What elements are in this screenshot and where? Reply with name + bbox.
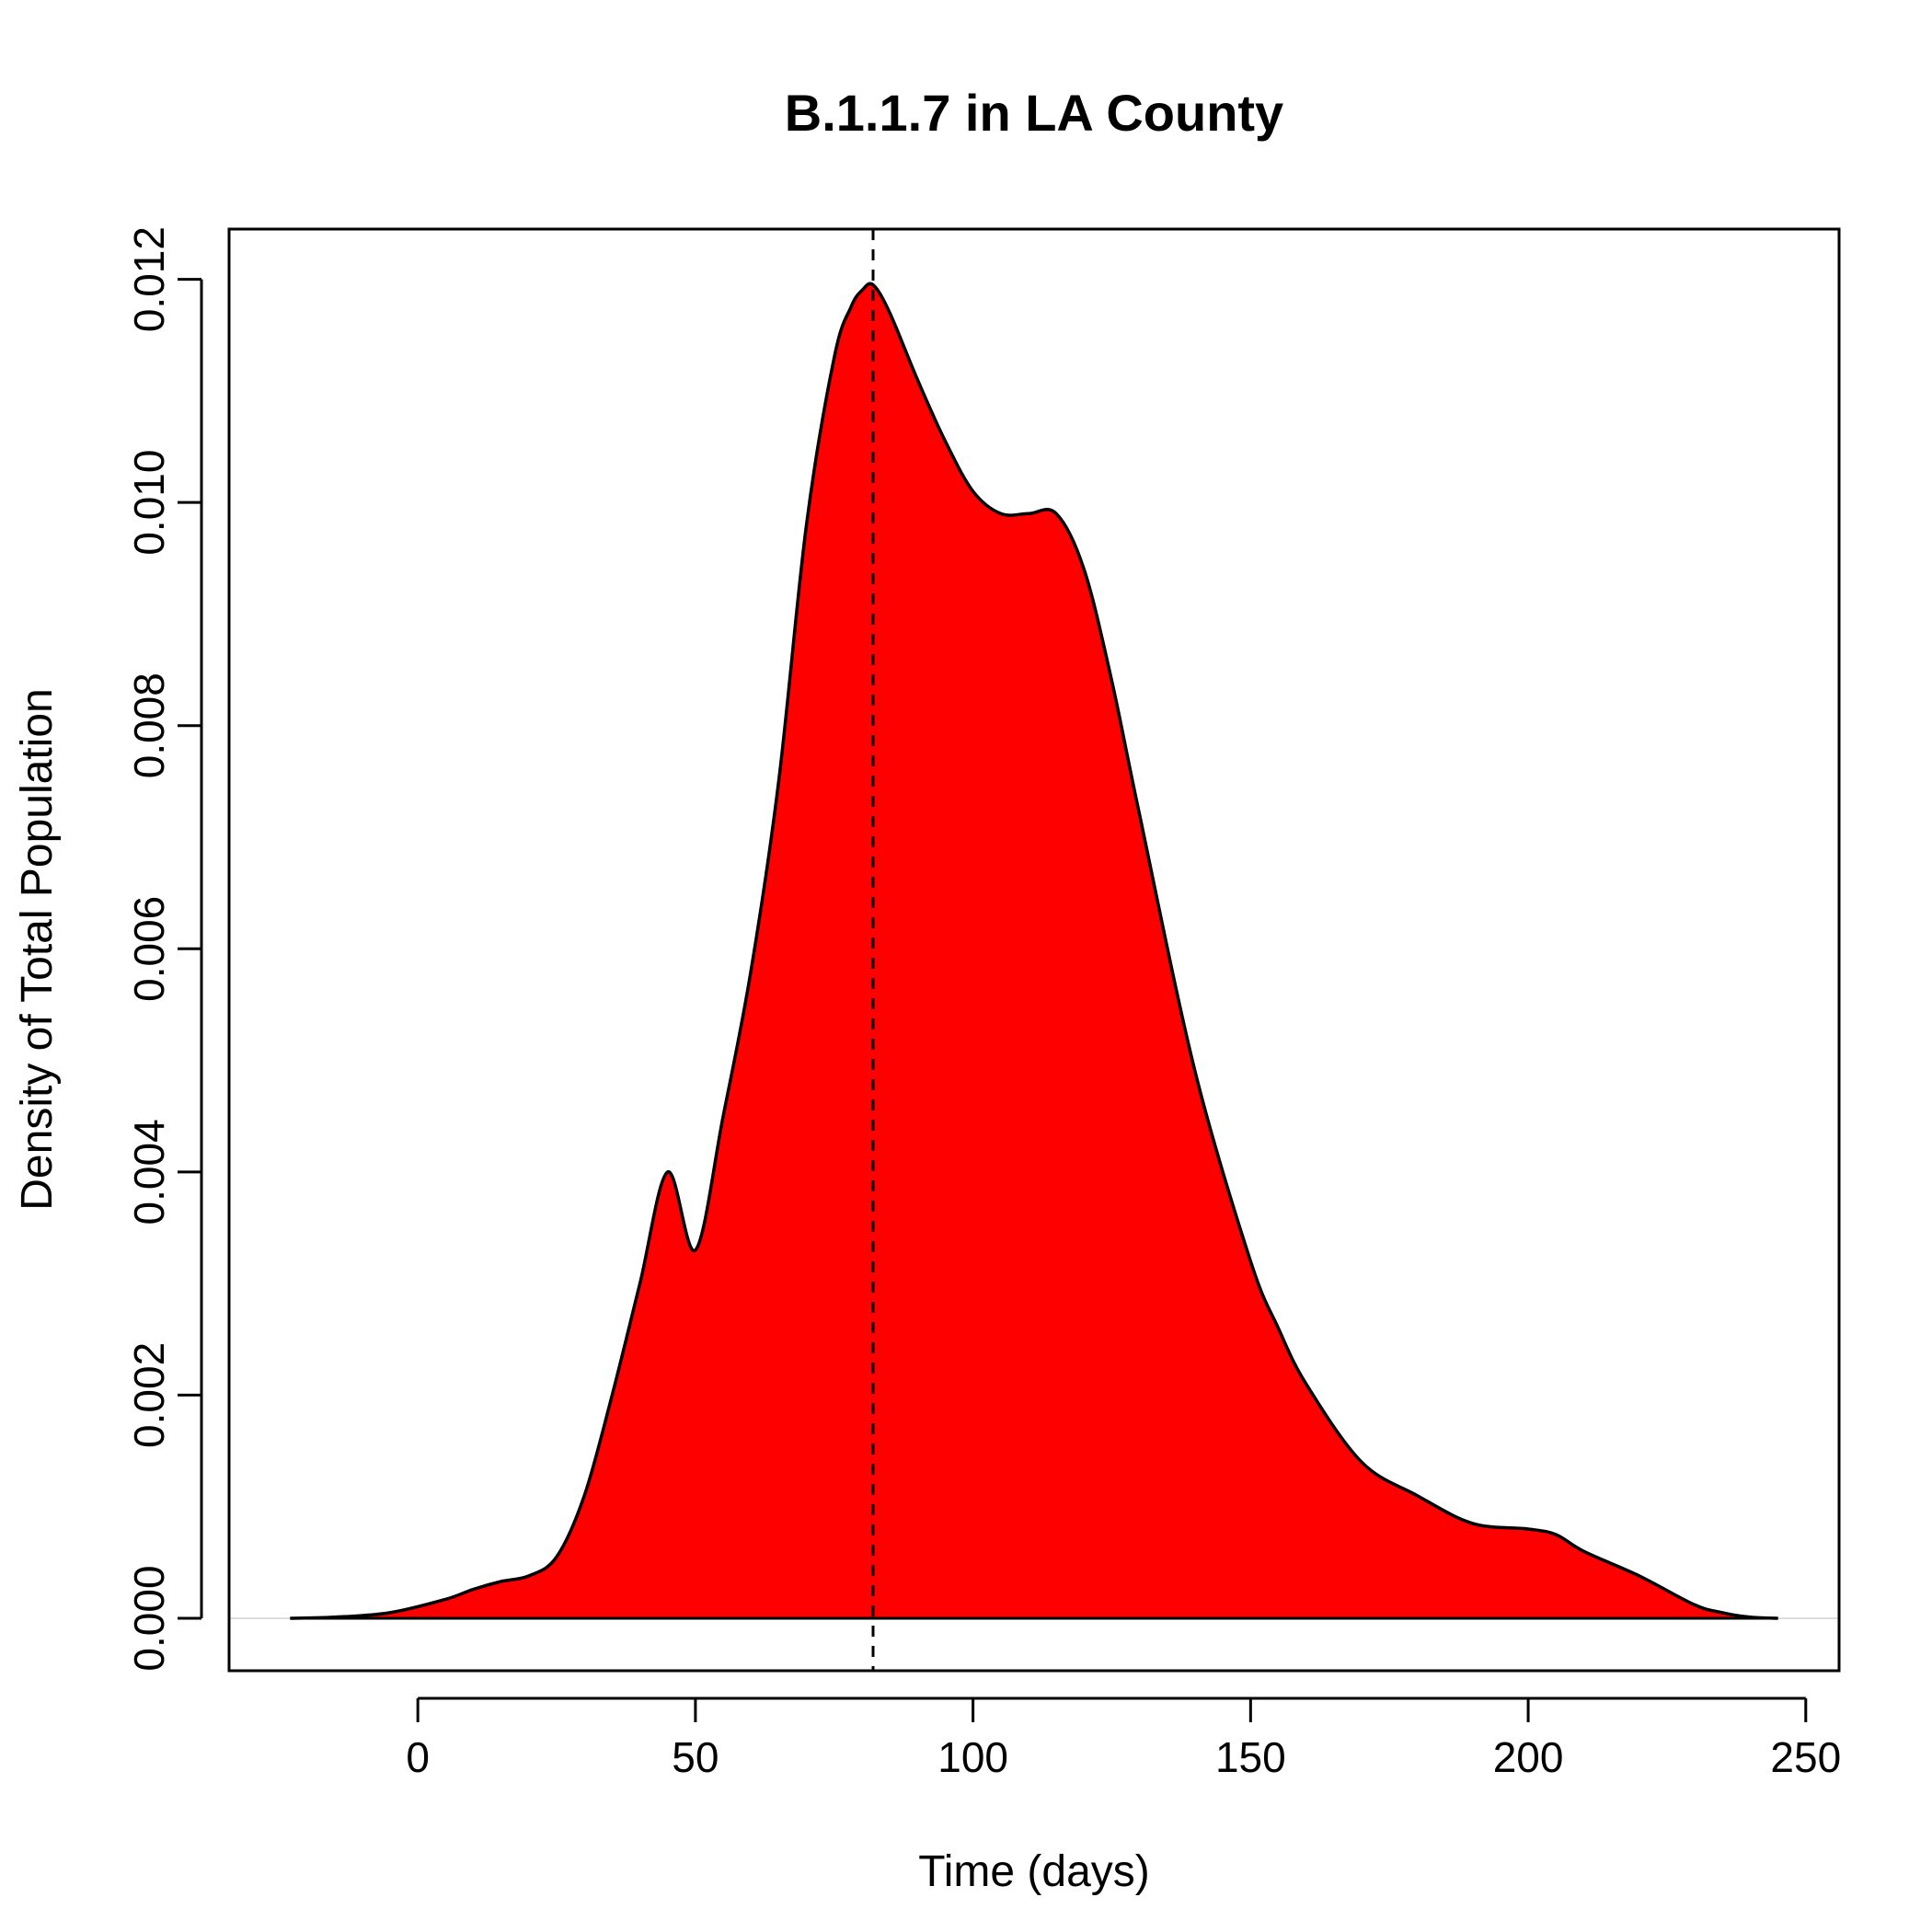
y-tick-label: 0.012 [125, 226, 173, 332]
x-tick-label: 250 [1770, 1733, 1841, 1781]
x-axis: 0 50 100 150 200 250 [406, 1696, 1841, 1781]
y-axis-label: Density of Total Population [13, 688, 62, 1210]
y-tick-label: 0.010 [125, 450, 173, 556]
y-tick-label: 0.000 [125, 1565, 173, 1671]
x-tick-label: 100 [937, 1733, 1008, 1781]
y-tick-label: 0.008 [125, 673, 173, 778]
plot-area [229, 229, 1839, 1671]
y-axis: 0.000 0.002 0.004 0.006 0.008 0.010 0.012 [125, 226, 203, 1672]
x-tick-label: 150 [1215, 1733, 1286, 1781]
chart-title: B.1.1.7 in LA County [785, 84, 1283, 142]
plot-frame [227, 227, 1841, 1673]
x-tick-label: 0 [406, 1733, 430, 1781]
density-area [290, 283, 1778, 1618]
y-tick-label: 0.002 [125, 1342, 173, 1448]
x-tick-label: 50 [672, 1733, 719, 1781]
y-tick-label: 0.004 [125, 1119, 173, 1225]
x-tick-label: 200 [1493, 1733, 1564, 1781]
y-tick-label: 0.006 [125, 896, 173, 1002]
density-line [290, 282, 1778, 1620]
x-axis-label: Time (days) [918, 1847, 1150, 1896]
